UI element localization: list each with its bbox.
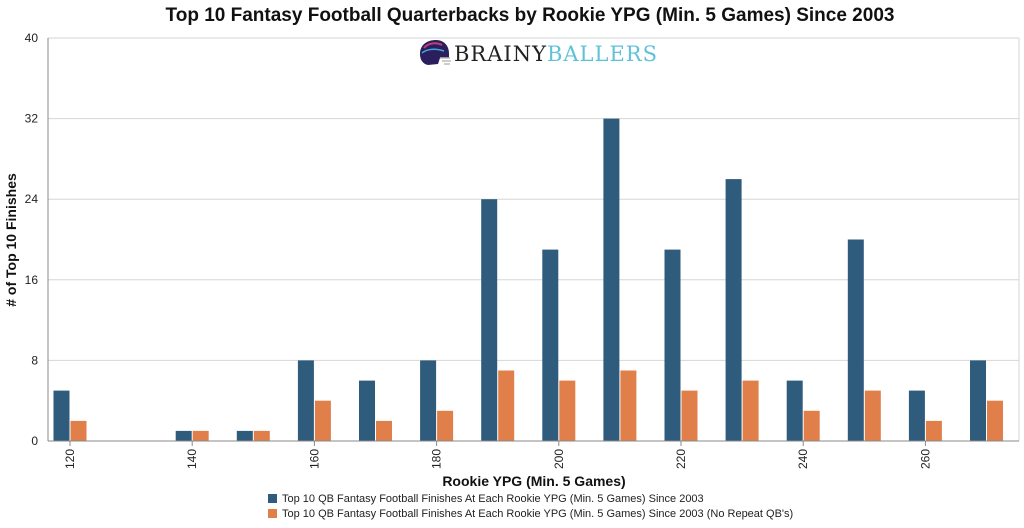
- gridlines: [48, 37, 1020, 442]
- bar-series-2: [987, 400, 1003, 441]
- bar-series-1: [175, 430, 192, 441]
- bar-series-2: [498, 370, 515, 441]
- bar-series-2: [803, 410, 820, 441]
- bar-series-2: [437, 410, 454, 441]
- bar-series-2: [925, 420, 942, 441]
- x-axis-title: Rookie YPG (Min. 5 Games): [442, 473, 625, 489]
- bars: [53, 118, 1003, 441]
- bar-series-1: [603, 118, 620, 441]
- x-tick-label: 120: [63, 449, 77, 469]
- bar-series-2: [253, 430, 270, 441]
- brainy-ballers-logo: BRAINYBALLERS: [420, 40, 658, 66]
- axes: [47, 38, 1019, 442]
- football-helmet-icon: [420, 40, 451, 65]
- y-tick-label: 0: [31, 434, 38, 448]
- y-tick-label: 16: [25, 273, 39, 287]
- chart-title: Top 10 Fantasy Football Quarterbacks by …: [166, 5, 895, 26]
- x-axis-ticks: 120 140 160 180 200 220 240 260: [63, 441, 932, 469]
- x-tick-label: 260: [918, 449, 932, 469]
- bar-series-1: [542, 249, 559, 441]
- legend: Top 10 QB Fantasy Football Finishes At E…: [268, 493, 793, 520]
- x-tick-label: 180: [430, 449, 444, 469]
- y-tick-label: 40: [25, 31, 39, 45]
- logo-text-ballers: BALLERS: [547, 42, 658, 66]
- legend-label: Top 10 QB Fantasy Football Finishes At E…: [282, 508, 793, 520]
- bar-series-2: [70, 420, 87, 441]
- bar-series-1: [725, 179, 742, 441]
- legend-swatch: [268, 509, 277, 518]
- x-tick-label: 240: [796, 449, 810, 469]
- bar-series-1: [664, 249, 681, 441]
- legend-label: Top 10 QB Fantasy Football Finishes At E…: [282, 493, 704, 505]
- bar-series-1: [970, 360, 986, 441]
- bar-series-1: [297, 360, 314, 441]
- bar-series-2: [314, 400, 331, 441]
- x-tick-label: 220: [674, 449, 688, 469]
- bar-series-1: [786, 380, 803, 441]
- bar-series-1: [481, 199, 498, 441]
- y-axis-title: # of Top 10 Finishes: [3, 173, 19, 307]
- bar-series-1: [359, 380, 375, 441]
- bar-series-2: [864, 390, 881, 441]
- legend-swatch: [268, 494, 277, 503]
- logo-text: BRAINYBALLERS: [454, 42, 658, 66]
- x-tick-label: 140: [185, 449, 199, 469]
- bar-series-2: [681, 390, 698, 441]
- y-tick-label: 32: [25, 112, 39, 126]
- y-tick-label: 24: [25, 192, 39, 206]
- bar-series-2: [620, 370, 637, 441]
- bar-series-1: [236, 430, 253, 441]
- y-tick-label: 8: [31, 353, 38, 367]
- bar-series-1: [908, 390, 925, 441]
- bar-series-1: [420, 360, 437, 441]
- y-axis-ticks: 0 8 16 24 32 40: [25, 31, 39, 448]
- bar-series-2: [742, 380, 759, 441]
- x-tick-label: 200: [552, 449, 566, 469]
- bar-series-2: [559, 380, 576, 441]
- bar-series-2: [376, 420, 392, 441]
- logo-text-brainy: BRAINY: [454, 42, 547, 66]
- bar-series-2: [192, 430, 209, 441]
- bar-series-1: [847, 239, 864, 441]
- x-tick-label: 160: [307, 449, 321, 469]
- bar-series-1: [53, 390, 70, 441]
